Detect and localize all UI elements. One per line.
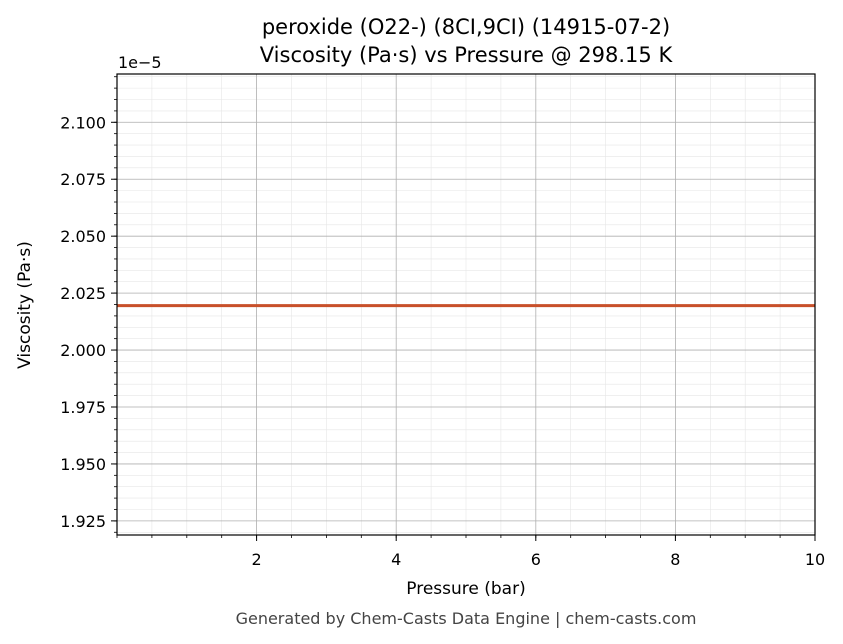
y-tick-label: 2.100: [60, 113, 106, 132]
y-offset-label: 1e−5: [118, 53, 162, 72]
y-tick-label: 2.025: [60, 284, 106, 303]
y-tick-label: 2.000: [60, 341, 106, 360]
y-axis-ticks: 1.925 1.950 1.975 2.000 2.025 2.050 2.075 2.100: [60, 76, 117, 533]
y-tick-label: 1.925: [60, 512, 106, 531]
y-tick-label: 1.950: [60, 455, 106, 474]
x-tick-label: 10: [805, 550, 825, 569]
y-tick-label: 1.975: [60, 398, 106, 417]
chart-title-line-1: peroxide (O22-) (8CI,9CI) (14915-07-2): [262, 15, 670, 39]
x-tick-label: 4: [391, 550, 401, 569]
x-axis-ticks: 2 4 6 8 10: [116, 535, 825, 569]
x-tick-label: 2: [252, 550, 262, 569]
y-tick-label: 2.050: [60, 227, 106, 246]
x-tick-label: 6: [531, 550, 541, 569]
x-tick-label: 8: [670, 550, 680, 569]
footer-credit: Generated by Chem-Casts Data Engine | ch…: [236, 609, 697, 628]
chart-title-line-2: Viscosity (Pa·s) vs Pressure @ 298.15 K: [260, 43, 674, 67]
y-axis-label: Viscosity (Pa·s): [15, 241, 35, 369]
major-grid: [117, 74, 816, 535]
x-axis-label: Pressure (bar): [406, 579, 525, 599]
y-tick-label: 2.075: [60, 170, 106, 189]
